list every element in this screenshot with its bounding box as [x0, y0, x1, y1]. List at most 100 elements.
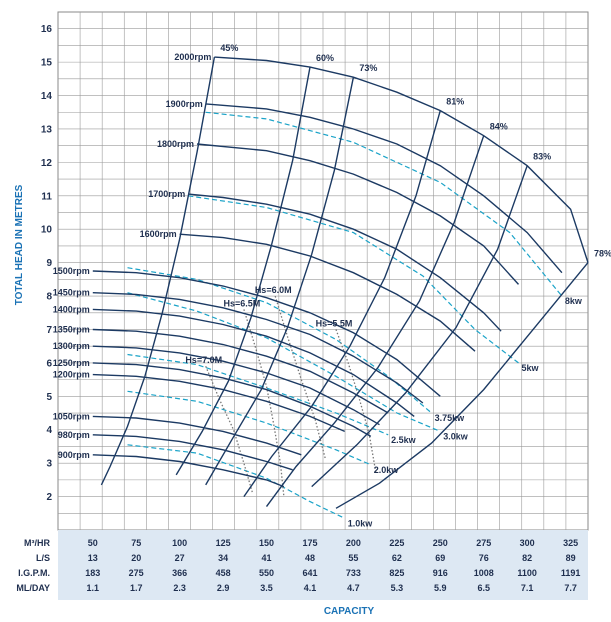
- efficiency-curve: [175, 66, 311, 476]
- power-curve: [127, 267, 432, 414]
- capacity-cell: 75: [131, 538, 141, 548]
- capacity-cell: 641: [302, 568, 317, 578]
- capacity-cell: 175: [302, 538, 317, 548]
- capacity-cell: 183: [85, 568, 100, 578]
- capacity-row-label: ML/DAY: [16, 583, 50, 593]
- capacity-cell: 1100: [517, 568, 537, 578]
- speed-curve: [92, 454, 285, 488]
- npsh-curve-label: Hs=6.5M: [224, 298, 261, 308]
- y-tick-label: 12: [41, 158, 53, 169]
- capacity-cell: 200: [346, 538, 361, 548]
- efficiency-curve-label: 60%: [316, 53, 334, 63]
- efficiency-curve-label: 83%: [533, 152, 551, 162]
- capacity-cell: 225: [389, 538, 404, 548]
- capacity-cell: 76: [479, 553, 489, 563]
- y-tick-label: 2: [46, 492, 52, 503]
- y-tick-label: 6: [46, 358, 52, 369]
- speed-curve: [92, 373, 345, 433]
- y-tick-label: 13: [41, 124, 53, 135]
- capacity-cell: 1.1: [86, 583, 99, 593]
- capacity-cell: 89: [566, 553, 576, 563]
- speed-curve: [92, 292, 424, 404]
- speed-curves: [92, 56, 589, 488]
- y-tick-label: 14: [41, 91, 53, 102]
- capacity-cell: 1008: [474, 568, 494, 578]
- capacity-cell: 27: [175, 553, 185, 563]
- capacity-cell: 916: [433, 568, 448, 578]
- capacity-cell: 550: [259, 568, 274, 578]
- capacity-cell: 300: [520, 538, 535, 548]
- capacity-cell: 3.5: [260, 583, 273, 593]
- speed-curve: [214, 56, 589, 263]
- speed-curve: [92, 328, 389, 414]
- npsh-curve-label: Hs=5.5M: [316, 318, 353, 328]
- efficiency-curve-label: 73%: [359, 63, 377, 73]
- speed-curve-label: 900rpm: [58, 450, 90, 460]
- y-tick-label: 11: [41, 191, 52, 202]
- efficiency-curve: [205, 77, 355, 486]
- y-tick-label: 8: [46, 292, 52, 303]
- efficiency-curve: [335, 262, 589, 509]
- speed-curve: [92, 415, 302, 456]
- power-curve: [127, 292, 441, 432]
- capacity-cell: 325: [563, 538, 578, 548]
- speed-curve: [92, 434, 293, 471]
- efficiency-curve: [311, 165, 528, 488]
- efficiency-curve: [265, 135, 485, 508]
- speed-curve: [92, 362, 372, 438]
- capacity-cell: 125: [216, 538, 231, 548]
- speed-curve: [92, 345, 380, 426]
- y-axis: 2 3 4 5 6 7 8 9 10 11 12 13 14 15 16: [41, 24, 53, 503]
- capacity-cell: 4.1: [304, 583, 317, 593]
- capacity-cell: 1191: [561, 568, 581, 578]
- capacity-cell: 48: [305, 553, 315, 563]
- capacity-cell: 62: [392, 553, 402, 563]
- speed-curve: [92, 270, 441, 397]
- speed-curve-label: 1350rpm: [53, 324, 90, 334]
- speed-curve: [205, 103, 563, 274]
- capacity-table: M³/HR 50 75 100 125 150 175 200 225 250 275 300 325 L…: [16, 530, 588, 600]
- y-tick-label: 4: [46, 425, 52, 436]
- capacity-cell: 41: [262, 553, 272, 563]
- capacity-cell: 100: [172, 538, 187, 548]
- y-axis-label: TOTAL HEAD IN METRES: [14, 184, 25, 305]
- speed-curve: [179, 233, 476, 352]
- speed-curve-label: 1500rpm: [53, 266, 90, 276]
- capacity-row-label: M³/HR: [24, 538, 50, 548]
- power-curve: [127, 353, 389, 436]
- capacity-cell: 55: [348, 553, 358, 563]
- capacity-cell: 275: [129, 568, 144, 578]
- efficiency-curve-label: 78%: [594, 249, 611, 259]
- capacity-cell: 7.7: [564, 583, 577, 593]
- efficiency-curve-label: 45%: [220, 43, 238, 53]
- speed-curve-label: 1900rpm: [166, 99, 203, 109]
- power-curves: [127, 111, 563, 519]
- npsh-curve-label: Hs=6.0M: [255, 285, 292, 295]
- speed-curve-label: 1400rpm: [53, 304, 90, 314]
- speed-curve: [188, 193, 502, 332]
- power-curve: [205, 111, 563, 297]
- speed-curve-label: 1450rpm: [53, 288, 90, 298]
- capacity-cell: 4.7: [347, 583, 360, 593]
- capacity-cell: 7.1: [521, 583, 534, 593]
- y-tick-label: 3: [46, 459, 52, 470]
- npsh-curve-label: Hs=7.0M: [185, 355, 222, 365]
- speed-curve-label: 2000rpm: [174, 52, 211, 62]
- power-curve-label: 8kw: [565, 296, 583, 306]
- y-tick-label: 16: [41, 24, 53, 35]
- efficiency-curve-label: 84%: [490, 122, 508, 132]
- capacity-row-label: I.G.P.M.: [18, 568, 50, 578]
- speed-curve-label: 1050rpm: [53, 411, 90, 421]
- capacity-cell: 34: [218, 553, 228, 563]
- capacity-cell: 1.7: [130, 583, 143, 593]
- capacity-table-background: [58, 530, 588, 600]
- y-tick-label: 5: [46, 392, 52, 403]
- npsh-curve: [243, 309, 285, 497]
- speed-curve-label: 1200rpm: [53, 370, 90, 380]
- capacity-cell: 20: [131, 553, 141, 563]
- efficiency-curve-label: 81%: [446, 97, 464, 107]
- power-curve-label: 3.75kw: [435, 413, 466, 423]
- speed-curve-label: 1700rpm: [148, 189, 185, 199]
- efficiency-curves: [100, 56, 589, 509]
